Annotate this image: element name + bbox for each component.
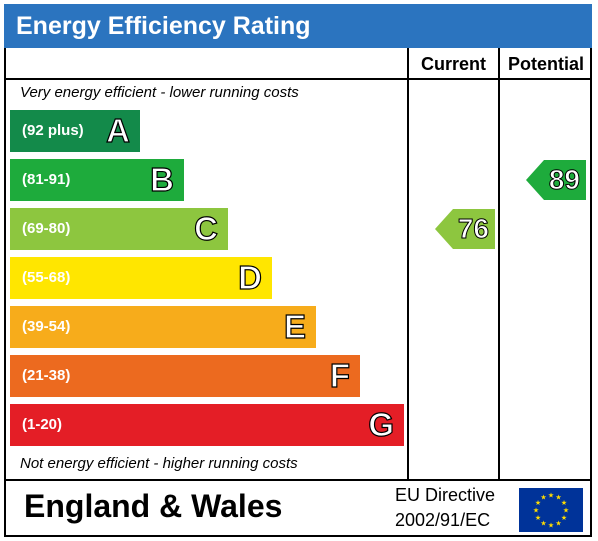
flag-star-icon: ★ [540, 494, 546, 502]
band-e: (39-54) E [10, 306, 316, 348]
band-f: (21-38) F [10, 355, 360, 397]
flag-star-icon: ★ [555, 494, 561, 502]
potential-arrow-shape [526, 160, 586, 200]
footer-region-label: England & Wales [24, 488, 283, 524]
flag-star-icon: ★ [548, 492, 554, 500]
directive-line-2: 2002/91/EC [395, 510, 491, 530]
current-column-divider [407, 48, 409, 479]
flag-star-icon: ★ [535, 514, 541, 522]
flag-star-icon: ★ [561, 499, 567, 507]
flag-star-icon: ★ [563, 507, 569, 515]
footer-divider [4, 479, 592, 481]
band-g-letter: G [368, 405, 395, 443]
band-b: (81-91) B [10, 159, 184, 201]
band-a-range: (92 plus) [22, 122, 84, 139]
current-rating-value: 76 [457, 213, 489, 245]
band-g-range: (1-20) [22, 416, 63, 433]
current-rating-arrow: 76 [435, 209, 495, 249]
flag-star-icon: ★ [548, 522, 554, 530]
flag-star-icon: ★ [533, 507, 539, 515]
flag-star-icon: ★ [535, 499, 541, 507]
band-e-letter: E [283, 307, 306, 345]
top-caption: Very energy efficient - lower running co… [20, 84, 299, 101]
current-arrow-shape [435, 209, 495, 249]
flag-star-icon: ★ [555, 520, 561, 528]
band-d-range: (55-68) [22, 269, 71, 286]
flag-star-icon: ★ [540, 520, 546, 528]
flag-star-icon: ★ [561, 514, 567, 522]
band-c-range: (69-80) [22, 220, 71, 237]
band-e-range: (39-54) [22, 318, 71, 335]
potential-column-header: Potential [507, 54, 584, 74]
band-b-letter: B [150, 160, 175, 198]
band-c: (69-80) C [10, 208, 228, 250]
potential-rating-arrow: 89 [526, 160, 586, 200]
band-d: (55-68) D [10, 257, 272, 299]
header-row-divider [4, 78, 592, 80]
band-a: (92 plus) A [10, 110, 140, 152]
bottom-caption: Not energy efficient - higher running co… [20, 455, 298, 472]
band-f-range: (21-38) [22, 367, 71, 384]
band-c-letter: C [194, 209, 219, 247]
current-column-header: Current [420, 54, 486, 74]
band-a-letter: A [106, 111, 131, 149]
band-b-range: (81-91) [22, 171, 71, 188]
band-g: (1-20) G [10, 404, 404, 446]
band-f-letter: F [329, 356, 350, 394]
directive-line-1: EU Directive [395, 485, 496, 505]
eu-flag-icon: ★ ★ ★ ★ ★ ★ ★ ★ ★ ★ ★ ★ [519, 488, 583, 532]
potential-rating-value: 89 [548, 164, 580, 196]
potential-column-divider [498, 48, 500, 479]
band-d-letter: D [238, 258, 263, 296]
chart-title: Energy Efficiency Rating [4, 4, 592, 48]
